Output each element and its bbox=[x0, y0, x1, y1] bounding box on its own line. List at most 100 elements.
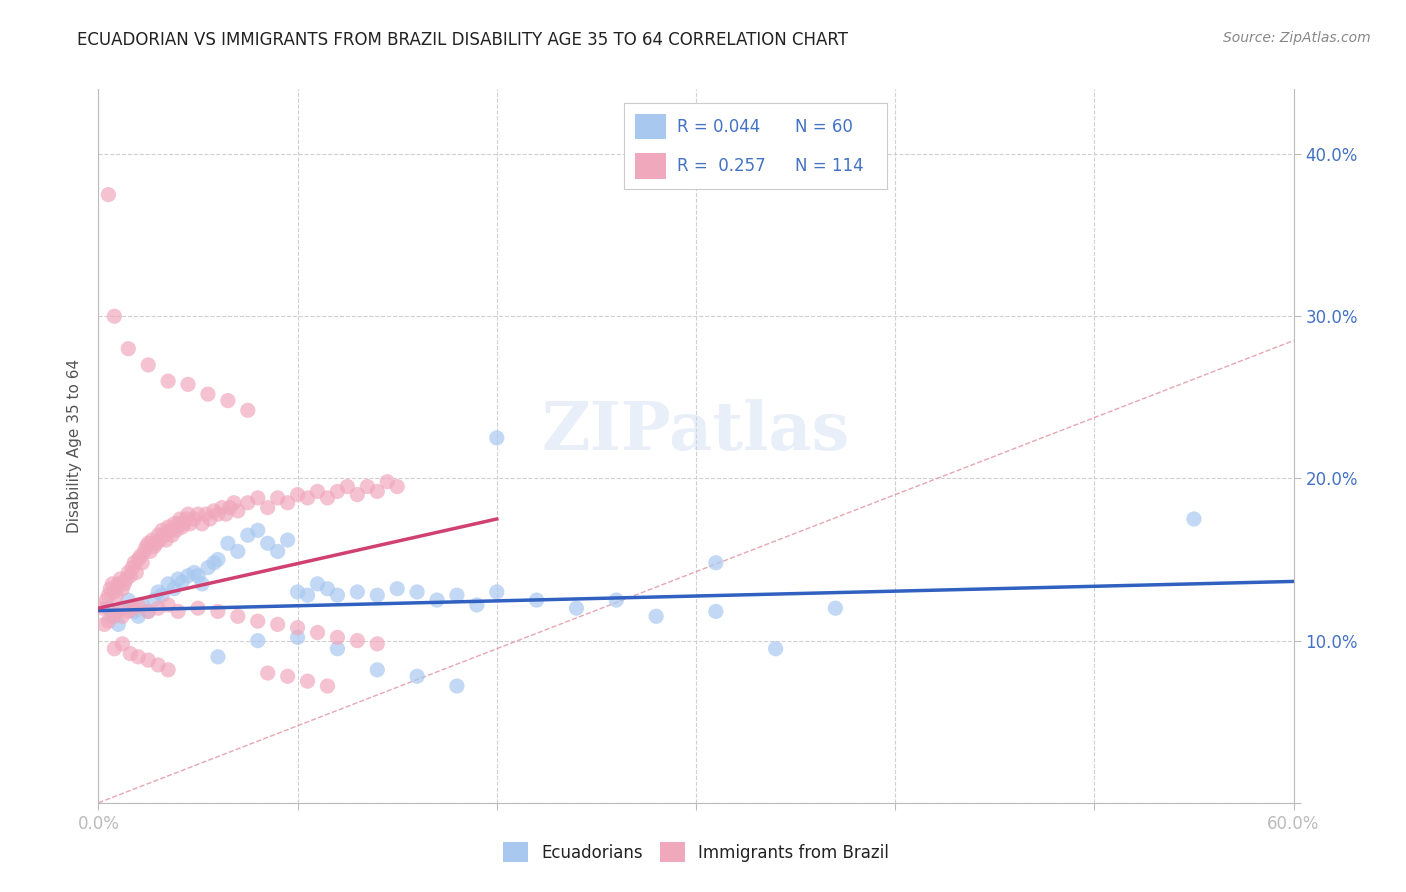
Text: Source: ZipAtlas.com: Source: ZipAtlas.com bbox=[1223, 31, 1371, 45]
Point bbox=[246, 491, 269, 505]
Point bbox=[316, 679, 339, 693]
Point bbox=[267, 544, 290, 558]
Point bbox=[226, 544, 249, 558]
Point bbox=[121, 560, 143, 574]
Point bbox=[824, 601, 846, 615]
Point bbox=[346, 633, 368, 648]
Point bbox=[207, 507, 229, 521]
Point bbox=[356, 479, 378, 493]
Point bbox=[246, 614, 269, 628]
Point bbox=[765, 641, 787, 656]
Point bbox=[297, 588, 319, 602]
Point bbox=[256, 500, 278, 515]
Point bbox=[366, 484, 388, 499]
Point bbox=[143, 540, 166, 554]
Point bbox=[149, 533, 172, 547]
Point bbox=[197, 387, 219, 401]
Point bbox=[215, 507, 238, 521]
Point bbox=[143, 593, 166, 607]
Point bbox=[287, 488, 309, 502]
Point bbox=[219, 500, 242, 515]
Point bbox=[287, 631, 309, 645]
Point bbox=[316, 491, 339, 505]
Point bbox=[226, 504, 249, 518]
Point bbox=[173, 516, 195, 531]
Point bbox=[267, 617, 290, 632]
Point bbox=[134, 544, 156, 558]
Point bbox=[165, 524, 187, 538]
Point bbox=[141, 533, 163, 547]
Point bbox=[326, 631, 349, 645]
Point bbox=[307, 625, 329, 640]
Point bbox=[103, 609, 125, 624]
Point bbox=[98, 582, 122, 596]
Point bbox=[103, 310, 125, 324]
Point bbox=[177, 377, 200, 392]
Point bbox=[157, 598, 180, 612]
Point bbox=[172, 520, 194, 534]
Point bbox=[277, 533, 299, 547]
Point bbox=[107, 577, 129, 591]
Point bbox=[307, 577, 329, 591]
Point bbox=[297, 674, 319, 689]
Point bbox=[177, 568, 200, 582]
Point bbox=[135, 540, 157, 554]
Point bbox=[426, 593, 449, 607]
Point bbox=[124, 604, 146, 618]
Point bbox=[326, 484, 349, 499]
Point bbox=[136, 653, 159, 667]
Point bbox=[155, 533, 177, 547]
Point bbox=[129, 549, 152, 564]
Point bbox=[117, 604, 139, 618]
Point bbox=[97, 187, 120, 202]
Point bbox=[131, 556, 153, 570]
Point bbox=[124, 601, 146, 615]
Point bbox=[148, 657, 170, 672]
Point bbox=[207, 604, 229, 618]
Point bbox=[236, 403, 259, 417]
Point bbox=[446, 679, 468, 693]
Point bbox=[246, 524, 269, 538]
Point bbox=[127, 649, 149, 664]
Point bbox=[150, 588, 173, 602]
Point bbox=[174, 512, 197, 526]
Point bbox=[101, 609, 124, 624]
Point bbox=[704, 604, 727, 618]
Point bbox=[131, 598, 153, 612]
Point bbox=[207, 552, 229, 566]
Point bbox=[316, 582, 339, 596]
Point bbox=[103, 585, 125, 599]
Point bbox=[139, 544, 162, 558]
Point bbox=[136, 358, 159, 372]
Point bbox=[195, 507, 218, 521]
Point bbox=[91, 601, 114, 615]
Point bbox=[406, 585, 429, 599]
Point bbox=[211, 500, 233, 515]
Point bbox=[277, 496, 299, 510]
Point bbox=[287, 621, 309, 635]
Point bbox=[157, 374, 180, 388]
Y-axis label: Disability Age 35 to 64: Disability Age 35 to 64 bbox=[67, 359, 83, 533]
Point bbox=[105, 588, 128, 602]
Point bbox=[111, 637, 134, 651]
Point bbox=[103, 641, 125, 656]
Point bbox=[326, 641, 349, 656]
Point bbox=[326, 588, 349, 602]
Point bbox=[485, 431, 508, 445]
Point bbox=[177, 507, 200, 521]
Point bbox=[267, 491, 290, 505]
Point bbox=[207, 649, 229, 664]
Point bbox=[191, 577, 214, 591]
Point bbox=[236, 528, 259, 542]
Point bbox=[645, 609, 668, 624]
Point bbox=[163, 516, 186, 531]
Point bbox=[202, 504, 225, 518]
Point bbox=[446, 588, 468, 602]
Point bbox=[110, 572, 132, 586]
Point bbox=[1182, 512, 1205, 526]
Point bbox=[125, 566, 148, 580]
Point bbox=[187, 507, 209, 521]
Point bbox=[124, 556, 146, 570]
Point bbox=[346, 488, 368, 502]
Point bbox=[183, 512, 205, 526]
